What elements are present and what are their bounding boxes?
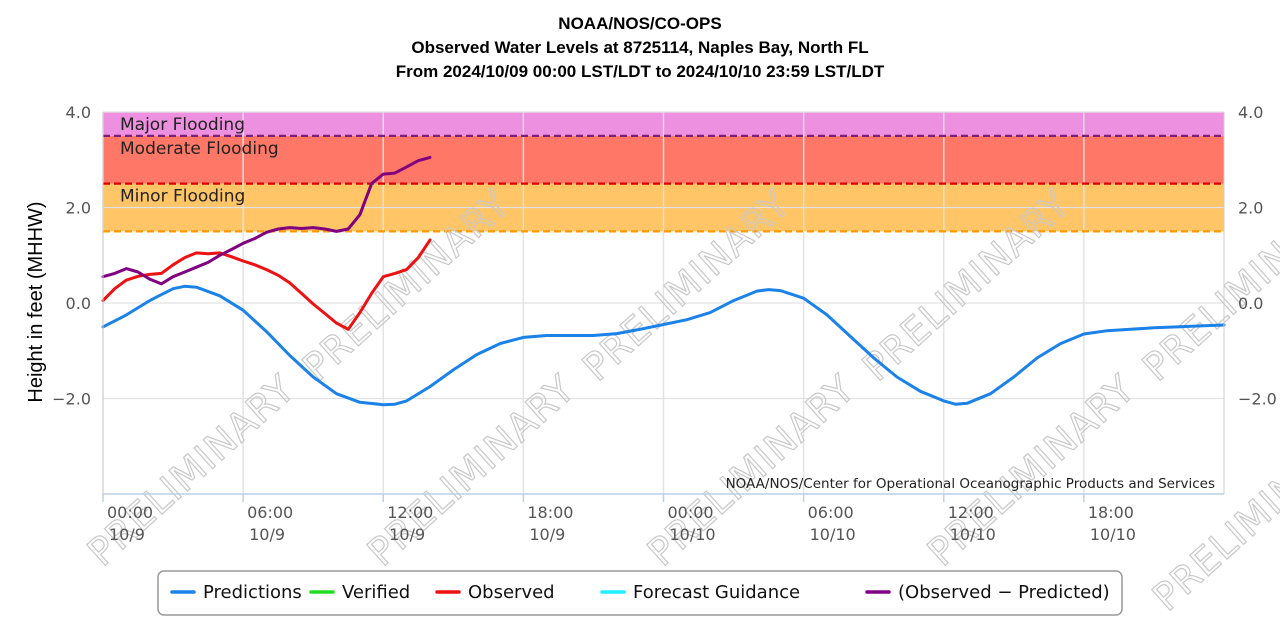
x-tick-date-label: 10/9: [529, 525, 565, 544]
chart-subtitle-range: From 2024/10/09 00:00 LST/LDT to 2024/10…: [396, 62, 885, 81]
x-tick-date-label: 10/9: [249, 525, 285, 544]
predictions-line: [101, 284, 1226, 407]
preliminary-watermarks: PRELIMINARY PRELIMINARY PRELIMINARY PRELIMI…: [79, 181, 1280, 620]
x-tick-date-label: 10/10: [670, 525, 716, 544]
observed-predicted-line: [101, 155, 432, 286]
x-tick-time-label: 06:00: [808, 503, 854, 522]
x-tick-time-label: 06:00: [247, 503, 293, 522]
credit-text: NOAA/NOS/Center for Operational Oceanogr…: [726, 476, 1215, 492]
legend-box: [157, 570, 1123, 616]
x-tick-date-label: 10/10: [1090, 525, 1136, 544]
x-tick-time-label: 00:00: [107, 503, 153, 522]
major-flooding-label: Major Flooding: [120, 115, 245, 135]
y-tick-label-right: 4.0: [1238, 103, 1263, 122]
series-lines: [101, 155, 1226, 407]
observed-legend-label: Observed: [468, 582, 555, 603]
observed-line: [101, 238, 432, 331]
y-tick-label-right: 2.0: [1238, 199, 1263, 218]
y-tick-labels-left: 4.0 2.0 0.0 −2.0: [52, 103, 91, 409]
grid-lines: [102, 111, 1224, 494]
y-tick-label-left: 4.0: [66, 103, 91, 122]
moderate-flooding-label: Moderate Flooding: [120, 139, 279, 159]
y-tick-label-right: −2.0: [1238, 390, 1277, 409]
y-tick-label-left: 0.0: [66, 294, 91, 313]
minor-flooding-label: Minor Flooding: [120, 187, 245, 207]
x-tick-date-label: 10/9: [389, 525, 425, 544]
flood-band-labels: Major Flooding Moderate Flooding Minor Flo…: [120, 115, 279, 207]
x-tick-time-label: 12:00: [948, 503, 994, 522]
forecast-guidance-legend-label: Forecast Guidance: [633, 582, 800, 603]
y-axis-label: Height in feet (MHHW): [25, 201, 47, 402]
preliminary-watermark: PRELIMINARY: [1144, 411, 1280, 619]
x-tick-date-label: 10/9: [109, 525, 145, 544]
predictions-legend-label: Predictions: [203, 582, 302, 603]
chart-title: NOAA/NOS/CO-OPS: [558, 14, 721, 33]
x-tick-time-label: 18:00: [527, 503, 573, 522]
observed-predicted-legend-label: (Observed − Predicted): [898, 582, 1110, 603]
verified-legend-label: Verified: [342, 582, 410, 603]
x-tick-labels: 00:00 10/9 06:00 10/9 12:00 10/9 18:00 10/9 00:0…: [102, 494, 1136, 544]
y-tick-label-left: 2.0: [66, 199, 91, 218]
y-tick-label-right: 0.0: [1238, 294, 1263, 313]
y-tick-labels-right: 4.0 2.0 0.0 −2.0: [1238, 103, 1277, 409]
legend: Predictions Verified Observed Forecast Guid…: [157, 570, 1123, 616]
y-tick-label-left: −2.0: [52, 390, 91, 409]
x-tick-time-label: 12:00: [387, 503, 433, 522]
x-tick-time-label: 00:00: [668, 503, 714, 522]
x-tick-time-label: 18:00: [1088, 503, 1134, 522]
x-tick-date-label: 10/10: [810, 525, 856, 544]
chart-subtitle: Observed Water Levels at 8725114, Naples…: [411, 38, 868, 57]
x-tick-date-label: 10/10: [950, 525, 996, 544]
